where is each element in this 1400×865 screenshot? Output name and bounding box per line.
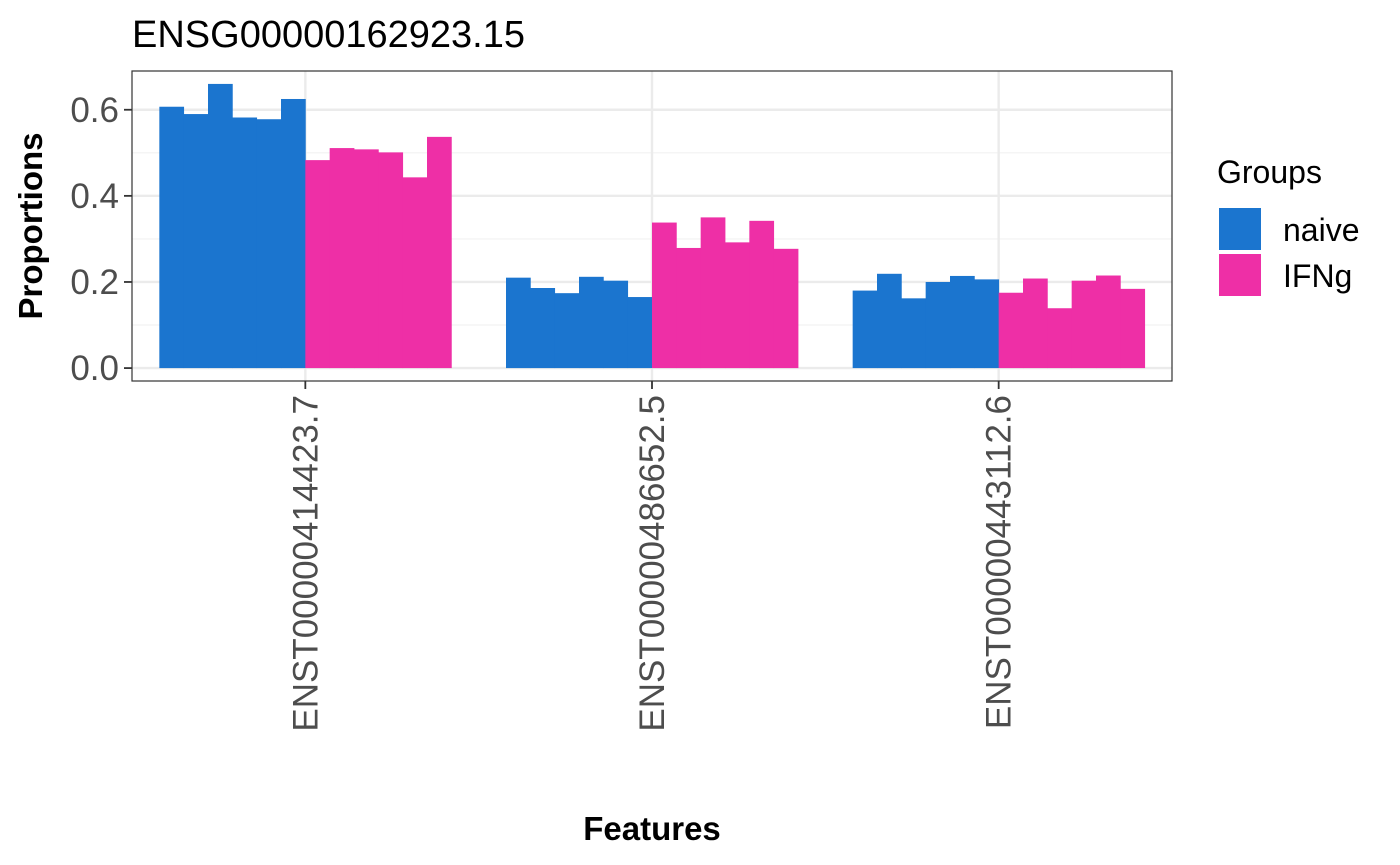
y-tick-label: 0.0 (70, 349, 119, 388)
bar-ifng (1120, 288, 1146, 369)
bar-ifng (427, 136, 452, 369)
bar-naive (877, 273, 902, 369)
legend-key-naive (1219, 208, 1261, 250)
y-axis: 0.0 0.2 0.4 0.6 (70, 91, 132, 388)
bar-naive (925, 281, 951, 369)
x-tick-label: ENST00000486652.5 (633, 395, 672, 732)
y-tick-label: 0.6 (70, 91, 119, 130)
bar-ifng (378, 152, 404, 369)
x-tick-label: ENST00000414423.7 (286, 395, 325, 732)
bar-ifng (998, 292, 1024, 369)
bar-naive (627, 297, 653, 369)
bar-ifng (773, 248, 799, 369)
y-tick-label: 0.2 (70, 263, 119, 302)
bar-ifng (329, 148, 355, 369)
bar-naive (950, 275, 975, 369)
bar-naive (901, 298, 927, 369)
bar-ifng (402, 177, 428, 369)
bar-naive (579, 276, 604, 369)
y-axis-title: Proportions (12, 133, 49, 320)
bar-naive (232, 117, 258, 369)
bar-ifng (1047, 308, 1073, 369)
bar-naive (506, 277, 531, 369)
bars (159, 83, 1146, 369)
x-axis-title: Features (583, 810, 721, 847)
legend-title: Groups (1217, 154, 1322, 190)
bar-naive (183, 114, 209, 369)
bar-ifng (749, 220, 775, 369)
chart-title: ENSG00000162923.15 (132, 14, 525, 56)
bar-naive (281, 98, 306, 369)
bar-ifng (1023, 278, 1048, 369)
x-tick-label: ENST00000443112.6 (980, 395, 1019, 729)
bar-ifng (1071, 280, 1097, 369)
legend-items: naive IFNg (1219, 208, 1360, 296)
bar-ifng (700, 217, 726, 369)
y-tick-label: 0.4 (70, 177, 119, 216)
bar-ifng (725, 242, 750, 369)
bar-naive (256, 119, 282, 369)
bar-ifng (305, 160, 331, 369)
bar-naive (554, 293, 580, 369)
legend-label-naive: naive (1283, 212, 1360, 248)
bar-naive (208, 83, 233, 369)
bar-ifng (354, 149, 379, 369)
bar-ifng (652, 222, 677, 369)
bar-naive (530, 288, 556, 369)
bar-naive (974, 279, 1000, 369)
bar-naive (159, 106, 185, 369)
legend-label-ifng: IFNg (1283, 258, 1352, 294)
bar-ifng (1096, 275, 1121, 369)
legend-key-ifng (1219, 254, 1261, 296)
bar-naive (852, 290, 878, 369)
x-axis: ENST00000414423.7 ENST00000486652.5 ENST00… (286, 381, 1019, 732)
legend: Groups naive IFNg (1217, 154, 1360, 296)
bar-ifng (676, 247, 702, 369)
bar-naive (603, 280, 629, 369)
